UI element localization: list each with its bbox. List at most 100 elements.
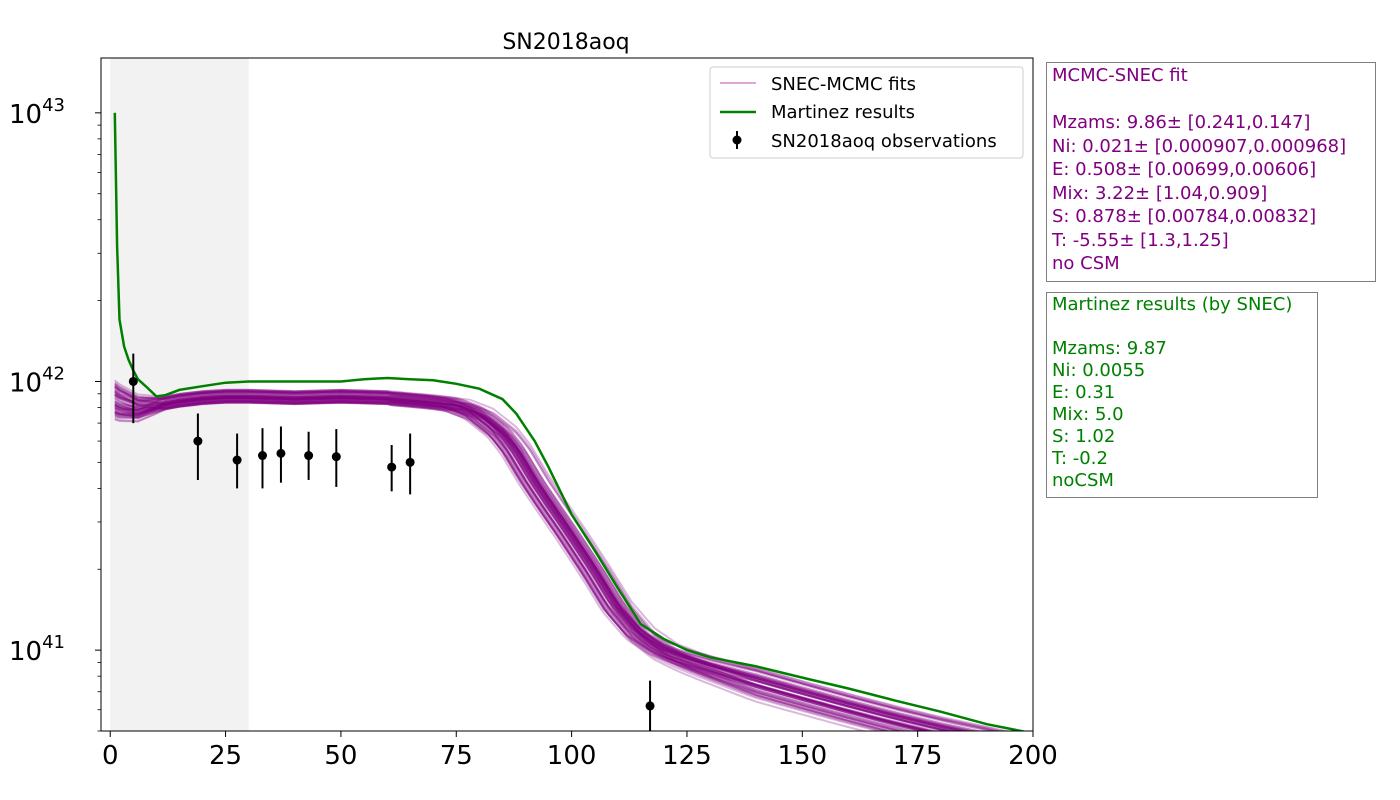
mcmc-fit-line xyxy=(114,399,882,731)
mcmc-fit-line xyxy=(114,393,948,731)
martinez-results-box: Martinez results (by SNEC) Mzams: 9.87 N… xyxy=(1046,292,1318,498)
mcmc-fit-line xyxy=(114,396,929,731)
mcmc-fit-line xyxy=(114,390,965,731)
observation-points xyxy=(128,353,655,731)
mcmc-fit-line xyxy=(114,389,953,731)
mcmc-fit-line xyxy=(114,382,933,731)
mcmc-fit-line xyxy=(114,399,886,731)
mcmc-fit-line xyxy=(114,395,983,731)
martinez-box-line: S: 1.02 xyxy=(1052,426,1116,447)
mcmc-fit-line xyxy=(114,399,931,731)
mcmc-fit-line xyxy=(114,390,959,731)
mcmc-box-line: T: -5.55± [1.3,1.25] xyxy=(1052,229,1229,251)
x-tick-label: 0 xyxy=(102,741,119,771)
mcmc-fit-line xyxy=(114,401,868,731)
mcmc-fit-line xyxy=(114,393,941,731)
mcmc-fit-line xyxy=(114,389,955,731)
mcmc-fit-line xyxy=(114,401,903,731)
mcmc-fit-line xyxy=(114,393,890,731)
mcmc-fit-line xyxy=(114,384,902,731)
mcmc-fit-line xyxy=(114,385,969,731)
mcmc-fit-line xyxy=(114,397,905,731)
mcmc-fit-line xyxy=(114,391,973,731)
mcmc-fit-line xyxy=(114,387,1011,731)
observation-point xyxy=(193,436,203,446)
mcmc-box-line: S: 0.878± [0.00784,0.00832] xyxy=(1052,206,1317,227)
mcmc-fit-line xyxy=(114,397,973,731)
observation-point xyxy=(387,462,397,472)
mcmc-fit-line xyxy=(114,390,1008,731)
mcmc-fit-line xyxy=(114,401,919,731)
x-tick-label: 50 xyxy=(324,741,357,771)
mcmc-fit-line xyxy=(114,394,926,731)
observation-point xyxy=(405,457,415,467)
mcmc-fit-line xyxy=(114,388,925,731)
mcmc-fit-line xyxy=(114,392,926,731)
legend-frame xyxy=(709,66,1024,159)
martinez-box-line: Mix: 5.0 xyxy=(1052,404,1124,425)
mcmc-fit-line xyxy=(114,400,892,731)
plot-frame xyxy=(100,57,1034,732)
martinez-box-line: Mzams: 9.87 xyxy=(1052,338,1167,359)
martinez-box-title: Martinez results (by SNEC) xyxy=(1052,294,1293,315)
mcmc-fit-line xyxy=(114,379,966,731)
mcmc-fit-line xyxy=(114,385,997,731)
legend-obs-label: SN2018aoq observations xyxy=(771,131,997,152)
mcmc-fit-line xyxy=(114,397,975,731)
mcmc-fit-line xyxy=(114,390,914,731)
mcmc-fit-line xyxy=(114,399,931,731)
mcmc-fit-line xyxy=(114,401,935,731)
mcmc-fit-line xyxy=(114,388,939,731)
x-tick-label: 25 xyxy=(209,741,242,771)
mcmc-fit-line xyxy=(114,397,964,731)
martinez-box-line: E: 0.31 xyxy=(1052,382,1116,403)
martinez-results-line xyxy=(113,112,1028,731)
mcmc-fit-line xyxy=(114,401,908,731)
mcmc-fit-line xyxy=(114,383,1002,731)
mcmc-fit-line xyxy=(114,397,950,731)
mcmc-fit-line xyxy=(114,386,1000,731)
mcmc-fit-line xyxy=(114,396,966,731)
mcmc-fit-line xyxy=(114,400,891,731)
mcmc-box-title: MCMC-SNEC fit xyxy=(1052,65,1188,86)
mcmc-fit-line xyxy=(114,381,929,731)
mcmc-fit-lines xyxy=(114,379,1011,731)
mcmc-fit-line xyxy=(114,392,1003,731)
mcmc-fit-line xyxy=(114,396,995,731)
mcmc-fit-line xyxy=(114,397,902,731)
martinez-box-line: T: -0.2 xyxy=(1052,448,1108,469)
mcmc-fit-line xyxy=(114,397,934,731)
martinez-box-line: noCSM xyxy=(1052,470,1114,491)
y-tick-label: 1041 xyxy=(9,632,65,667)
mcmc-fit-line xyxy=(114,386,965,731)
observation-point xyxy=(128,376,138,386)
x-tick-label: 150 xyxy=(777,741,827,771)
y-tick-label: 1043 xyxy=(9,95,65,130)
mcmc-fit-line xyxy=(114,395,951,731)
mcmc-box-line: Mzams: 9.86± [0.241,0.147] xyxy=(1052,112,1311,133)
legend-obs-marker xyxy=(732,135,742,145)
mcmc-box-line: E: 0.508± [0.00699,0.00606] xyxy=(1052,159,1317,180)
legend-mcmc-label: SNEC-MCMC fits xyxy=(771,74,916,95)
mcmc-fit-line xyxy=(114,393,970,731)
mcmc-snec-fit-box: MCMC-SNEC fit Mzams: 9.86± [0.241,0.147]… xyxy=(1046,62,1376,282)
x-axis: 0 25 50 75 100 125 150 175 200 xyxy=(102,731,1058,771)
mcmc-fit-line xyxy=(114,394,895,731)
x-tick-label: 75 xyxy=(440,741,473,771)
mcmc-fit-line xyxy=(114,393,954,731)
x-tick-label: 200 xyxy=(1008,741,1058,771)
observation-point xyxy=(304,451,314,461)
legend-martinez-label: Martinez results xyxy=(771,102,915,123)
y-tick-label: 1042 xyxy=(9,363,65,398)
mcmc-fit-line xyxy=(114,384,912,731)
observation-point xyxy=(276,448,286,458)
observation-point xyxy=(232,455,242,465)
plot-area xyxy=(110,58,1028,731)
mcmc-box-line: no CSM xyxy=(1052,253,1120,274)
martinez-box-line: Ni: 0.0055 xyxy=(1052,360,1146,381)
observation-point xyxy=(257,451,267,461)
mcmc-box-line: Mix: 3.22± [1.04,0.909] xyxy=(1052,182,1268,204)
mcmc-fit-line xyxy=(114,396,972,731)
mcmc-fit-line xyxy=(114,390,935,731)
